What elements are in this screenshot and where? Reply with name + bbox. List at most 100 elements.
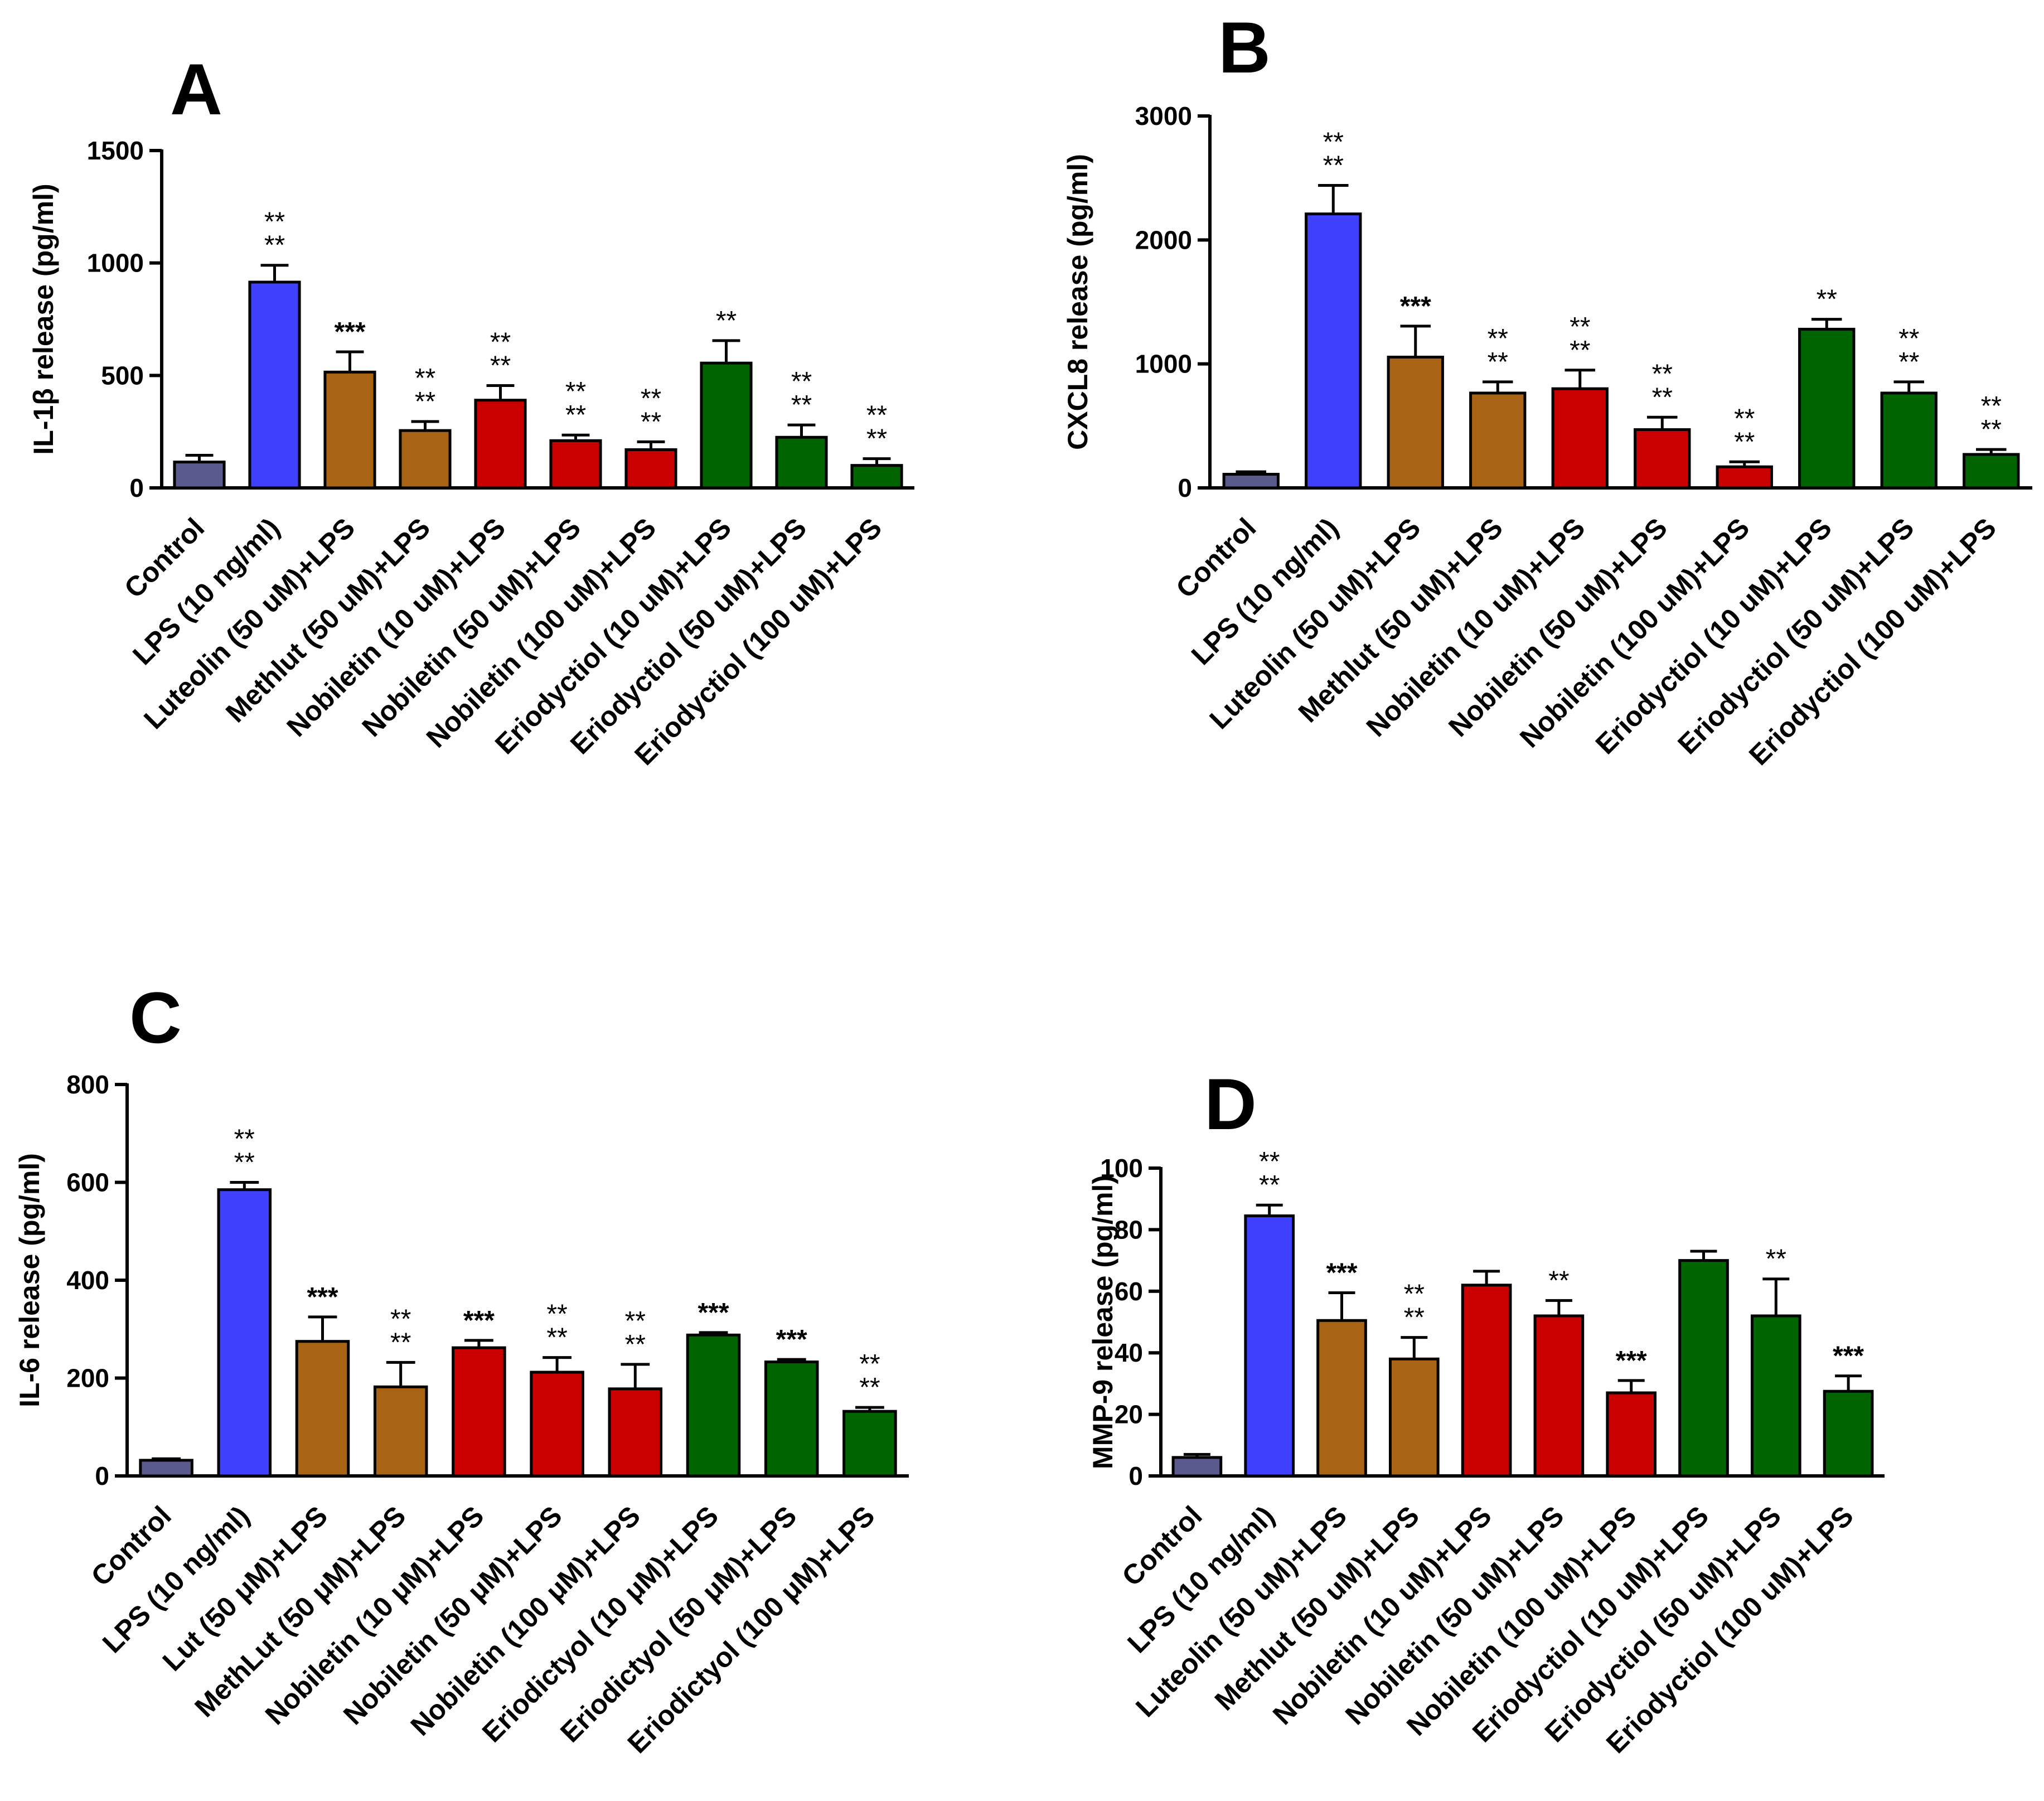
- y-tick-label: 1000: [1135, 350, 1192, 379]
- bar: [248, 280, 301, 490]
- y-tick-label: 400: [66, 1266, 109, 1295]
- bar: [1533, 1314, 1585, 1478]
- bar: [295, 1340, 350, 1478]
- significance-marker: ***: [334, 317, 365, 347]
- y-tick-label: 40: [1115, 1338, 1143, 1367]
- y-tick-label: 80: [1115, 1215, 1143, 1244]
- significance-marker: ** **: [866, 401, 887, 454]
- significance-marker: ***: [1616, 1346, 1647, 1376]
- y-axis-label: IL-1β release (pg/ml): [28, 183, 59, 454]
- significance-marker: ***: [463, 1306, 495, 1335]
- y-tick-label: 100: [1100, 1154, 1143, 1183]
- bar: [399, 429, 452, 490]
- bar: [373, 1385, 428, 1478]
- significance-marker: ***: [1400, 292, 1431, 321]
- significance-marker: ** **: [1404, 1280, 1425, 1333]
- bar: [549, 439, 602, 490]
- significance-marker: ** **: [859, 1349, 880, 1402]
- y-tick-label: 500: [101, 361, 144, 390]
- significance-marker: ** **: [641, 384, 661, 437]
- significance-marker: ** **: [264, 207, 285, 260]
- significance-marker: ** **: [490, 327, 511, 380]
- panel-letter: B: [1218, 7, 1271, 88]
- bar: [1387, 355, 1444, 490]
- bar: [1606, 1391, 1657, 1478]
- bar: [1469, 391, 1527, 490]
- bar: [1634, 428, 1691, 490]
- bar: [530, 1371, 584, 1478]
- bar: [1171, 1456, 1223, 1478]
- panel-c-il6-chart: CIL-6 release (pg/ml)0200400600800Contro…: [14, 977, 909, 1759]
- bar: [1244, 1214, 1295, 1478]
- panel-letter: C: [129, 977, 182, 1058]
- y-tick-label: 0: [1128, 1461, 1143, 1490]
- y-tick-label: 0: [95, 1461, 109, 1490]
- bar: [1880, 391, 1938, 490]
- significance-marker: ** **: [1488, 324, 1508, 377]
- significance-marker: ** **: [1734, 404, 1755, 457]
- y-tick-label: 0: [129, 473, 144, 502]
- significance-marker: ** **: [1981, 391, 2002, 444]
- bar: [1461, 1284, 1512, 1478]
- y-tick-label: 60: [1115, 1277, 1143, 1306]
- significance-marker: ** **: [625, 1306, 646, 1359]
- bar: [686, 1333, 741, 1478]
- bar: [1551, 387, 1609, 490]
- bar: [764, 1361, 819, 1478]
- significance-marker: ** **: [1898, 324, 1919, 377]
- significance-marker: ***: [307, 1282, 338, 1312]
- significance-marker: ***: [1326, 1258, 1357, 1288]
- significance-marker: ** **: [565, 377, 586, 430]
- bar: [1716, 465, 1773, 490]
- significance-marker: **: [716, 306, 737, 336]
- bar: [173, 461, 226, 490]
- bar: [452, 1346, 506, 1478]
- bar: [1750, 1314, 1801, 1478]
- significance-marker: ** **: [1323, 128, 1344, 181]
- bar: [323, 370, 376, 490]
- bar: [1316, 1319, 1367, 1478]
- bar: [700, 361, 753, 490]
- bar: [217, 1188, 272, 1478]
- significance-marker: **: [1766, 1245, 1786, 1274]
- significance-marker: ** **: [390, 1304, 411, 1357]
- y-axis-label: MMP-9 release (pg/ml): [1087, 1175, 1118, 1469]
- y-tick-label: 20: [1115, 1400, 1143, 1429]
- significance-marker: ** **: [546, 1300, 567, 1353]
- y-tick-label: 2000: [1135, 225, 1192, 254]
- bar: [775, 435, 828, 490]
- significance-marker: ***: [1833, 1342, 1864, 1371]
- panel-letter: A: [170, 49, 222, 130]
- bar: [1305, 212, 1362, 490]
- significance-marker: ***: [698, 1298, 729, 1328]
- panel-a-il1b-chart: AIL-1β release (pg/ml)050010001500Contro…: [28, 49, 914, 771]
- significance-marker: ** **: [1652, 359, 1673, 412]
- y-tick-label: 1500: [87, 136, 144, 165]
- y-tick-label: 0: [1178, 473, 1192, 502]
- y-axis-label: CXCL8 release (pg/ml): [1062, 154, 1093, 450]
- x-category-label: LPS (10 ng/ml): [1185, 512, 1344, 671]
- significance-marker: **: [1817, 285, 1837, 314]
- y-tick-label: 600: [66, 1168, 109, 1197]
- significance-marker: ** **: [1259, 1147, 1280, 1200]
- panel-letter: D: [1204, 1063, 1257, 1145]
- significance-marker: ** **: [1570, 312, 1590, 365]
- bar: [624, 448, 677, 490]
- significance-marker: ** **: [415, 364, 435, 417]
- bar: [1222, 473, 1280, 490]
- bar: [1963, 453, 2020, 490]
- significance-marker: ** **: [234, 1125, 255, 1178]
- significance-marker: **: [1548, 1266, 1569, 1295]
- bar: [842, 1410, 897, 1478]
- bar: [139, 1459, 193, 1478]
- bar: [850, 464, 903, 490]
- significance-marker: ***: [776, 1325, 807, 1354]
- y-axis-label: IL-6 release (pg/ml): [14, 1153, 45, 1407]
- bar: [608, 1387, 663, 1478]
- y-tick-label: 3000: [1135, 101, 1192, 130]
- significance-marker: ** **: [791, 367, 812, 420]
- bar: [1388, 1357, 1440, 1478]
